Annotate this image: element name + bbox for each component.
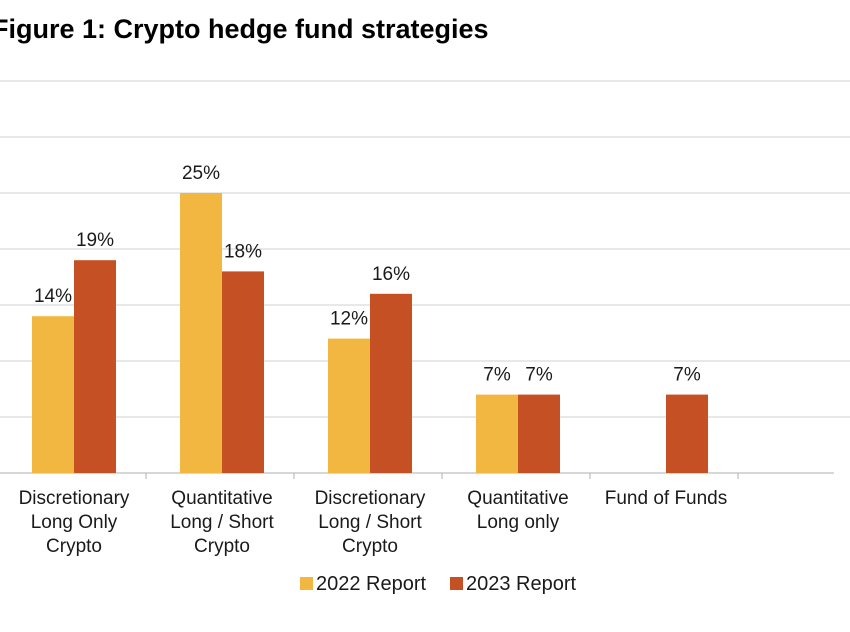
category-label: Discretionary Long / Short Crypto bbox=[315, 488, 426, 557]
data-label: 18% bbox=[224, 241, 262, 262]
chart-title: Figure 1: Crypto hedge fund strategies bbox=[0, 14, 489, 44]
data-label: 25% bbox=[182, 163, 220, 184]
gridlines bbox=[0, 80, 850, 479]
bar bbox=[32, 316, 74, 473]
data-label: 14% bbox=[34, 286, 72, 307]
legend-label: 2022 Report bbox=[316, 573, 427, 595]
category-labels: Market NeutralDiscretionaryLong OnlyCryp… bbox=[19, 488, 728, 557]
bar bbox=[222, 271, 264, 473]
legend-swatch bbox=[450, 577, 463, 590]
data-label: 7% bbox=[673, 365, 701, 386]
bars bbox=[32, 193, 708, 473]
data-label: 16% bbox=[372, 264, 410, 285]
category-label: Discretionary Long Only Crypto bbox=[19, 488, 130, 557]
data-label: 19% bbox=[76, 230, 114, 251]
category-label: Quantitative Long / Short Crypto bbox=[170, 488, 274, 557]
bar bbox=[476, 394, 518, 473]
legend-swatch bbox=[300, 577, 313, 590]
data-labels: 30%20%14%19%25%18%12%16%7%7%7% bbox=[34, 163, 701, 386]
data-label: 12% bbox=[330, 309, 368, 330]
bar bbox=[328, 338, 370, 473]
data-label: 7% bbox=[483, 365, 511, 386]
legend: 2022 Report 2023 Report bbox=[300, 573, 577, 595]
legend-label: 2023 Report bbox=[466, 573, 577, 595]
bar bbox=[370, 293, 412, 473]
data-label: 7% bbox=[525, 365, 553, 386]
bar bbox=[518, 394, 560, 473]
category-label: Fund of Funds bbox=[605, 488, 728, 509]
bar bbox=[666, 394, 708, 473]
category-label: Quantitative Long only bbox=[467, 488, 568, 533]
bar bbox=[180, 193, 222, 473]
bar bbox=[74, 260, 116, 473]
